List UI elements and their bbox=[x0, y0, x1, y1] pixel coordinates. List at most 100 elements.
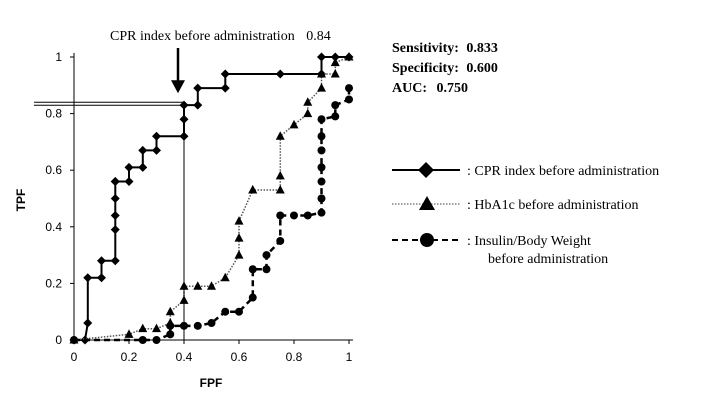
diamond-point bbox=[124, 177, 134, 187]
legend-label-insulin-line2: before administration bbox=[488, 252, 608, 267]
circle-point bbox=[262, 265, 271, 274]
y-tick-label: 0.8 bbox=[45, 107, 62, 121]
y-tick-label: 0 bbox=[55, 333, 62, 347]
circle-point bbox=[317, 132, 326, 141]
legend-entry-cpr: : CPR index before administration bbox=[392, 162, 659, 179]
triangle-point bbox=[317, 68, 326, 78]
circle-point bbox=[317, 146, 326, 155]
diamond-point bbox=[97, 256, 106, 266]
circle-point bbox=[317, 194, 326, 203]
stat-specificity: Specificity: 0.600 bbox=[392, 61, 498, 76]
stat-auc: AUC: 0.750 bbox=[392, 81, 468, 96]
diamond-point bbox=[110, 210, 120, 220]
legend-label-hba1c: : HbA1c before administration bbox=[467, 198, 638, 213]
circle-point bbox=[262, 251, 271, 260]
legend-label-insulin: : Insulin/Body Weight bbox=[467, 234, 591, 249]
series-layer bbox=[69, 52, 354, 345]
diamond-point bbox=[220, 83, 230, 93]
x-tick-label: 0.8 bbox=[286, 350, 303, 364]
circle-point bbox=[317, 115, 326, 124]
triangle-point bbox=[193, 281, 203, 290]
triangle-point bbox=[303, 97, 313, 106]
x-tick-label: 0 bbox=[71, 350, 78, 364]
stat-sensitivity-label: Sensitivity: bbox=[392, 41, 459, 56]
y-tick-label: 0.2 bbox=[45, 276, 62, 290]
circle-point bbox=[317, 177, 326, 186]
diamond-point bbox=[110, 177, 120, 187]
annotation-value: 0.84 bbox=[306, 29, 331, 44]
diamond-point bbox=[97, 273, 106, 283]
circle-point bbox=[235, 307, 243, 316]
triangle-point bbox=[275, 170, 285, 180]
diamond-point bbox=[83, 273, 93, 283]
y-tick-label: 0.6 bbox=[45, 163, 62, 177]
annotation-layer bbox=[34, 48, 185, 340]
diamond-point bbox=[220, 69, 230, 79]
diamond-point bbox=[138, 162, 148, 172]
circle-point bbox=[331, 101, 340, 110]
diamond-point bbox=[138, 145, 148, 155]
circle-point bbox=[317, 208, 326, 217]
circle-point bbox=[276, 236, 285, 245]
triangle-point bbox=[234, 216, 244, 225]
legend-diamond-marker bbox=[418, 162, 434, 178]
circle-point bbox=[207, 319, 216, 328]
y-tick-label: 1 bbox=[55, 50, 62, 64]
circle-point bbox=[221, 307, 230, 316]
x-tick-label: 0.6 bbox=[231, 350, 248, 364]
x-axis-label: FPF bbox=[200, 376, 223, 390]
legend-triangle-marker bbox=[419, 196, 435, 210]
x-tick-label: 1 bbox=[346, 350, 353, 364]
triangle-point bbox=[165, 306, 175, 316]
circle-point bbox=[166, 330, 175, 339]
stat-specificity-value: 0.600 bbox=[466, 61, 498, 76]
cutoff-arrow-head bbox=[171, 80, 185, 94]
axes: 0 0.2 0.4 0.6 0.8 1 0 0.2 0.4 0.6 0.8 1 bbox=[45, 50, 353, 364]
circle-point bbox=[290, 211, 298, 220]
triangle-point bbox=[124, 329, 134, 338]
diamond-point bbox=[152, 145, 161, 155]
triangle-point bbox=[234, 233, 244, 242]
triangle-point bbox=[248, 185, 258, 194]
stat-auc-label: AUC: bbox=[392, 81, 427, 96]
triangle-point bbox=[289, 119, 299, 129]
annotation-label-text: CPR index before administration bbox=[110, 29, 295, 44]
y-axis-label: TPF bbox=[14, 189, 28, 212]
diamond-point bbox=[110, 194, 120, 203]
x-tick-label: 0.4 bbox=[176, 350, 193, 364]
circle-point bbox=[303, 211, 312, 220]
series-line-1 bbox=[73, 56, 350, 341]
diamond-point bbox=[193, 83, 203, 93]
triangle-point bbox=[152, 323, 161, 333]
circle-point bbox=[166, 321, 175, 330]
series-2 bbox=[70, 84, 353, 344]
diamond-point bbox=[330, 52, 340, 62]
legend-circle-marker bbox=[420, 233, 434, 247]
series-0 bbox=[69, 52, 354, 345]
diamond-point bbox=[110, 225, 120, 235]
diamond-point bbox=[152, 131, 161, 141]
legend: : CPR index before administration : HbA1… bbox=[392, 162, 659, 267]
triangle-point bbox=[344, 52, 354, 61]
circle-point bbox=[276, 211, 285, 220]
diamond-point bbox=[275, 69, 285, 79]
x-tick-label: 0.2 bbox=[121, 350, 138, 364]
stat-auc-value: 0.750 bbox=[437, 81, 469, 96]
circle-point bbox=[138, 336, 147, 344]
circle-point bbox=[248, 293, 257, 302]
stat-sensitivity: Sensitivity: 0.833 bbox=[392, 41, 498, 56]
diamond-point bbox=[193, 100, 203, 110]
diamond-point bbox=[83, 318, 93, 328]
triangle-point bbox=[220, 272, 230, 282]
triangle-point bbox=[207, 281, 216, 290]
legend-entry-insulin: : Insulin/Body Weight before administrat… bbox=[392, 233, 608, 267]
stat-specificity-label: Specificity: bbox=[392, 61, 459, 76]
triangle-point bbox=[138, 323, 148, 333]
triangle-point bbox=[330, 68, 340, 78]
circle-point bbox=[152, 336, 161, 344]
circle-point bbox=[345, 95, 353, 104]
triangle-point bbox=[234, 250, 244, 259]
triangle-point bbox=[303, 108, 313, 118]
